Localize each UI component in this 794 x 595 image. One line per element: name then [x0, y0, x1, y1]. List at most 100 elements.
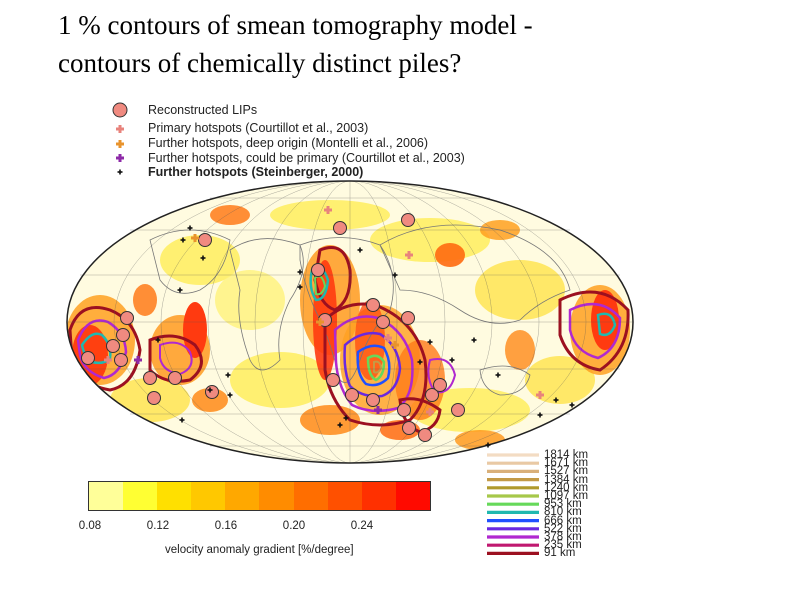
depth-label: 1097 km [544, 490, 589, 502]
lip-legend-icon [112, 102, 128, 118]
lip-marker [205, 385, 219, 399]
title-line-1: 1 % contours of smean tomography model - [58, 10, 533, 40]
lip-marker [114, 353, 128, 367]
colorbar-segment [225, 482, 260, 510]
colorbar-segment [191, 482, 226, 510]
lip-marker [168, 371, 182, 385]
colorbar-tick-label: 0.16 [214, 520, 238, 532]
depth-label: 1814 km [544, 449, 589, 461]
colorbar-segment [157, 482, 192, 510]
steinberger-hotspot-marker [180, 237, 186, 243]
steinberger-hotspot-marker [207, 387, 213, 393]
primary-hotspot-marker [426, 408, 434, 416]
lip-marker [326, 373, 340, 387]
lip-marker [311, 263, 325, 277]
could-be-primary-hotspot-marker [134, 356, 142, 364]
reconstructed-lips [81, 213, 465, 442]
primary-hotspot-marker [384, 334, 392, 342]
colorbar-tick-label: 0.24 [350, 520, 374, 532]
depth-legend-swatches [487, 453, 539, 556]
lip-marker [143, 371, 157, 385]
could-be-primary-hotspot-marker [374, 406, 382, 414]
lip-marker [397, 403, 411, 417]
steinberger-hotspot-marker [569, 402, 575, 408]
hotspot-legend-icon [116, 154, 124, 162]
depth-label: 953 km [544, 498, 582, 511]
lip-marker [433, 378, 447, 392]
steinberger-hotspot-marker [495, 372, 501, 378]
primary-hotspot-marker [104, 356, 112, 364]
steinberger-hotspot-marker [227, 392, 233, 398]
steinberger-hotspot-marker [297, 269, 303, 275]
depth-label: 1240 km [544, 481, 589, 494]
depth-label: 378 km [544, 531, 582, 543]
deep-hotspot-marker [391, 341, 399, 349]
colorbar-segment [327, 482, 362, 510]
colorbar-label: velocity anomaly gradient [%/degree] [165, 544, 354, 556]
slide-title: 1 % contours of smean tomography model -… [58, 6, 758, 82]
primary-hotspot-marker [324, 206, 332, 214]
colorbar-segment [395, 482, 430, 510]
colorbar-segment [123, 482, 158, 510]
steinberger-hotspot-marker [471, 337, 477, 343]
steinberger-hotspot-marker [225, 372, 231, 378]
hotspot-legend-icon [117, 169, 123, 175]
steinberger-hotspot-marker [343, 415, 349, 421]
deep-hotspot-marker [316, 318, 324, 326]
depth-label: 235 km [544, 539, 582, 552]
steinberger-hotspot-marker [485, 442, 491, 448]
depth-label: 1384 km [544, 473, 589, 486]
steinberger-hotspot-marker [553, 397, 559, 403]
lip-marker [120, 311, 134, 325]
colorbar-tick-label: 0.20 [282, 520, 306, 532]
depth-label: 810 km [544, 506, 582, 519]
legend-markers [112, 102, 128, 175]
lip-marker [425, 388, 439, 402]
primary-hotspot-marker [405, 251, 413, 259]
colorbar-segment [361, 482, 396, 510]
depth-label: 91 km [544, 547, 576, 560]
title-line-2: contours of chemically distinct piles? [58, 48, 462, 78]
lip-marker [345, 388, 359, 402]
colorbar-segment [89, 482, 124, 510]
lip-marker [366, 298, 380, 312]
lip-marker [401, 213, 415, 227]
steinberger-hotspot-marker [177, 287, 183, 293]
steinberger-hotspot-marker [179, 417, 185, 423]
depth-label: 1671 km [544, 457, 589, 470]
steinberger-hotspot-marker [200, 255, 206, 261]
lip-marker [401, 311, 415, 325]
lip-marker [81, 351, 95, 365]
steinberger-hotspot-marker [417, 359, 423, 365]
steinberger-hotspot-marker [155, 337, 161, 343]
lip-marker [333, 221, 347, 235]
steinberger-hotspot-marker [537, 412, 543, 418]
colorbar-tick-label: 0.12 [146, 520, 170, 532]
steinberger-hotspot-marker [392, 272, 398, 278]
steinberger-hotspot-marker [357, 247, 363, 253]
depth-label: 1527 km [544, 465, 589, 478]
steinberger-hotspot-marker [297, 284, 303, 290]
hotspot-legend-icon [116, 125, 124, 133]
primary-hotspot-marker [536, 391, 544, 399]
lip-marker [116, 328, 130, 342]
steinberger-hotspot-marker [427, 339, 433, 345]
hotspot-markers [104, 206, 575, 448]
lip-marker [106, 339, 120, 353]
hotspot-legend-icon [116, 140, 124, 148]
deep-hotspot-marker [191, 234, 199, 242]
steinberger-hotspot-marker [187, 225, 193, 231]
colorbar-tick-label: 0.08 [78, 520, 102, 532]
lip-marker [147, 391, 161, 405]
lip-marker [418, 428, 432, 442]
lip-marker [402, 421, 416, 435]
steinberger-hotspot-marker [337, 422, 343, 428]
lip-marker [376, 315, 390, 329]
colorbar [88, 481, 431, 511]
depth-label: 522 km [544, 522, 582, 535]
map-outline [66, 180, 634, 464]
colorbar-segment [293, 482, 328, 510]
lip-marker [198, 233, 212, 247]
colorbar-segment [259, 482, 294, 510]
lip-marker [366, 393, 380, 407]
